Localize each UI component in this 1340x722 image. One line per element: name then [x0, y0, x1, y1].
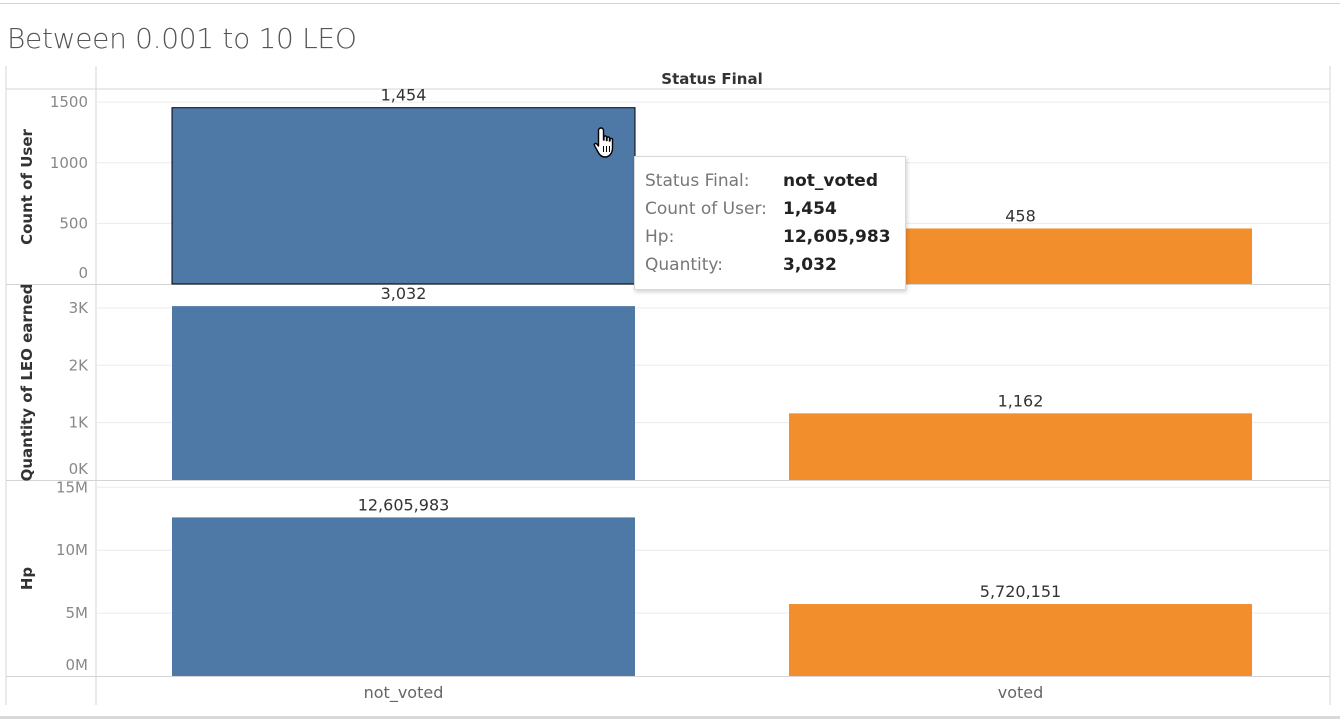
tooltip-row-count: Count of User: 1,454	[645, 197, 837, 221]
tooltip-row-hp: Hp: 12,605,983	[645, 225, 891, 249]
y-tick-label: 0	[78, 264, 88, 282]
tooltip-key: Hp:	[645, 227, 675, 247]
data-label: 458	[1005, 206, 1036, 225]
tooltip-value: not_voted	[783, 171, 878, 191]
tooltip-key: Status Final:	[645, 171, 750, 191]
y-tick-label: 0M	[66, 656, 89, 674]
y-tick-label: 1500	[50, 93, 88, 111]
bottom-divider	[0, 716, 1340, 719]
chart-panes: 0 500 1000 1500 Count of User 1,454 458 0K 1K 2K 3…	[18, 86, 1330, 676]
y-tick-label: 1K	[69, 414, 90, 432]
data-label: 12,605,983	[358, 495, 450, 514]
category-axis: not_voted voted	[364, 683, 1044, 703]
tooltip-row-quantity: Quantity: 3,032	[645, 253, 837, 277]
bar-not-voted	[172, 517, 635, 676]
y-tick-label: 0K	[69, 460, 90, 478]
tooltip-value: 3,032	[783, 255, 837, 275]
pane-3: 0M 5M 10M 15M Hp 12,605,983 5,720,151	[18, 478, 1330, 676]
bar-not-voted	[172, 306, 635, 480]
tooltip-value: 1,454	[783, 199, 837, 219]
bar-not-voted	[171, 107, 636, 285]
y-tick-label: 15M	[56, 478, 88, 496]
y-axis-title: Quantity of LEO earned	[18, 284, 36, 482]
bar-voted	[789, 604, 1252, 676]
tooltip-value: 12,605,983	[783, 227, 891, 247]
chart-title: Between 0.001 to 10 LEO	[7, 22, 357, 55]
y-tick-label: 2K	[69, 356, 90, 374]
tooltip-key: Count of User:	[645, 199, 767, 219]
y-tick-label: 3K	[69, 299, 90, 317]
tooltip-row-status: Status Final: not_voted	[645, 169, 878, 193]
data-label: 5,720,151	[980, 582, 1061, 601]
pane-2: 0K 1K 2K 3K Quantity of LEO earned 3,032 1,162	[18, 284, 1330, 482]
top-divider	[0, 3, 1340, 4]
bar-voted	[789, 413, 1252, 480]
y-tick-label: 1000	[50, 154, 88, 172]
data-label: 3,032	[381, 284, 427, 303]
x-category-label: not_voted	[364, 683, 444, 703]
chart-frame	[5, 66, 1331, 705]
y-axis-title: Hp	[18, 567, 36, 591]
y-tick-label: 10M	[56, 541, 88, 559]
tooltip: Status Final: not_voted Count of User: 1…	[634, 156, 906, 290]
y-tick-label: 5M	[66, 604, 89, 622]
tooltip-key: Quantity:	[645, 255, 723, 275]
y-axis-title: Count of User	[18, 129, 36, 245]
data-label: 1,162	[998, 391, 1044, 410]
hand-pointer-icon	[593, 127, 614, 158]
column-header: Status Final	[661, 70, 762, 88]
data-label: 1,454	[381, 86, 427, 105]
y-tick-label: 500	[59, 214, 88, 232]
x-category-label: voted	[998, 683, 1044, 702]
